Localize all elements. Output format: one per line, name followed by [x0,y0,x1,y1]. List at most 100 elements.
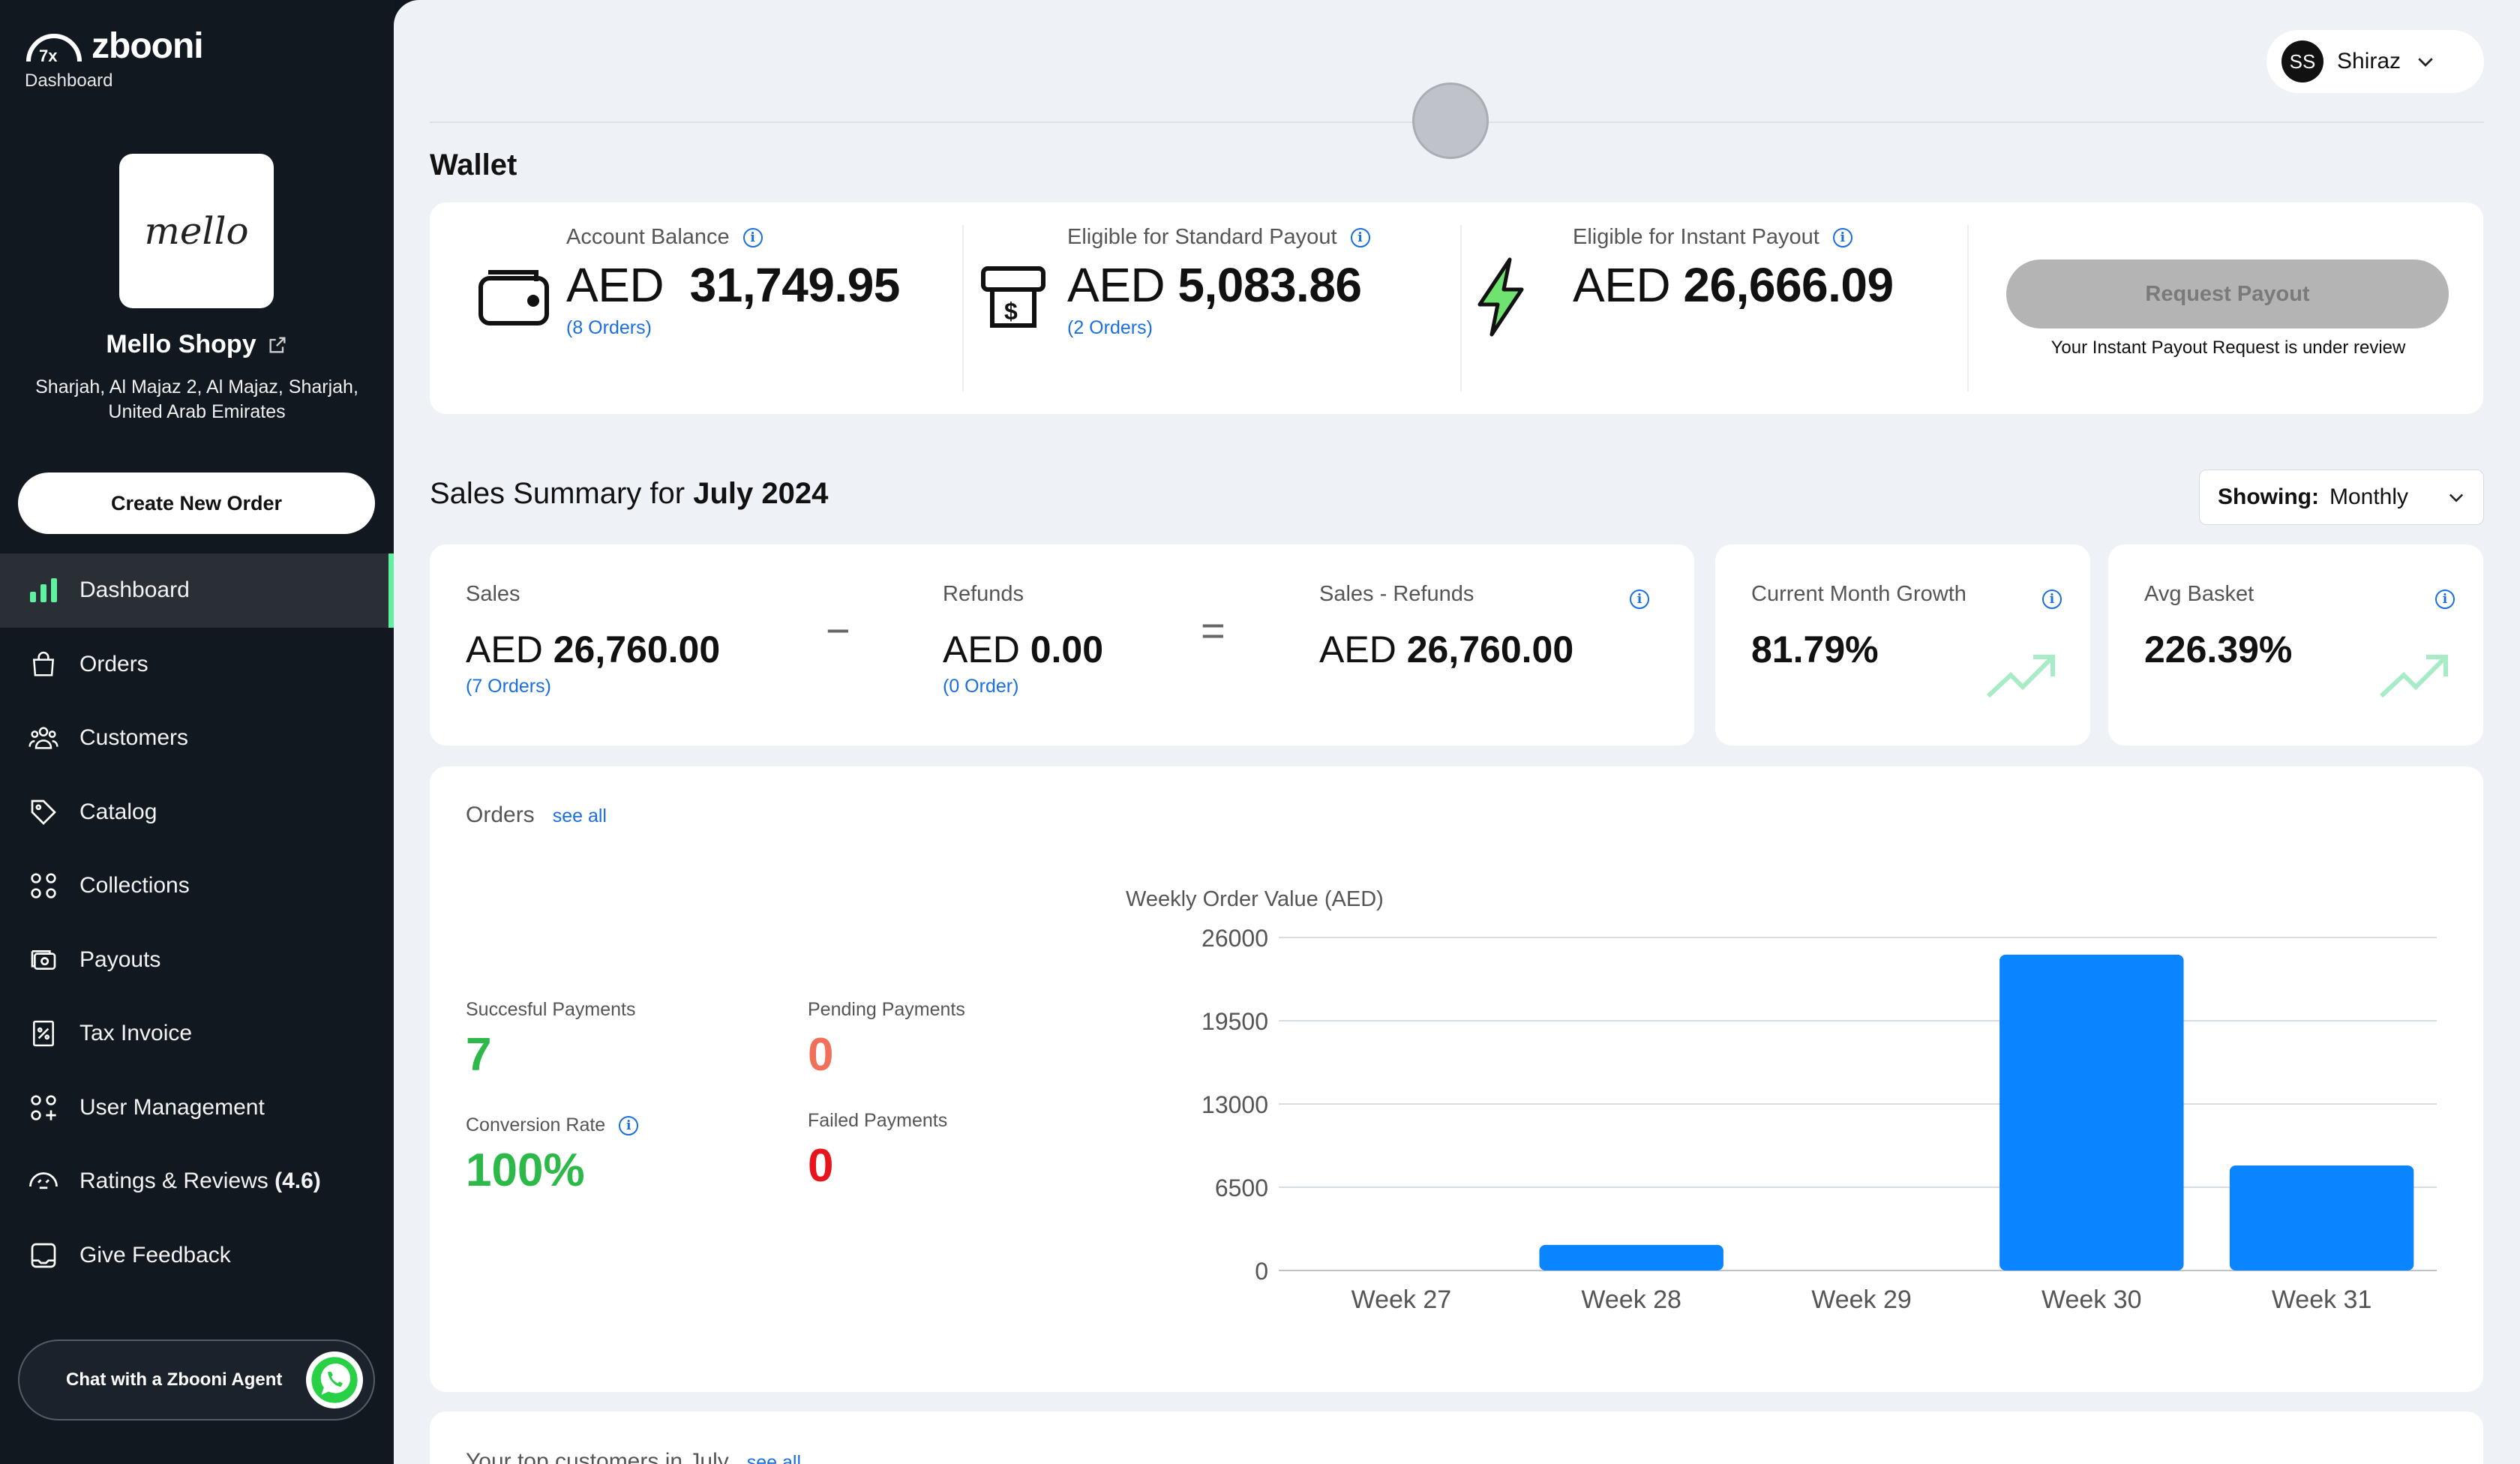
standard-payout: Eligible for Standard Payout i AED 5,083.… [1067,225,1370,392]
store-address: Sharjah, Al Majaz 2, Al Majaz, Sharjah, … [35,376,358,422]
sidebar-item-catalog[interactable]: Catalog [0,776,394,850]
y-tick-label: 19500 [1202,1008,1268,1035]
sidebar-item-label: Give Feedback [80,1242,231,1268]
sidebar-item-ratings-reviews[interactable]: Ratings & Reviews (4.6) [0,1144,394,1219]
sidebar-item-label: Ratings & Reviews (4.6) [80,1168,321,1194]
cursor-indicator [1412,82,1489,159]
brand-logo[interactable]: 7x zbooni [24,26,204,67]
store-avatar: mello [119,154,274,308]
failed-payments: Failed Payments 0 [808,1110,947,1192]
avg-basket-value: 226.39% [2144,628,2293,670]
refunds-label: Refunds [943,582,1024,606]
sidebar-item-tax-invoice[interactable]: Tax Invoice [0,997,394,1071]
chart-x-axis: Week 27 Week 28 Week 29 Week 30 Week 31 [1352,1286,2372,1314]
sidebar-item-label: Payouts [80,946,161,972]
failed-payments-value: 0 [808,1140,834,1192]
info-icon[interactable]: i [1350,227,1370,248]
feedback-icon [27,1239,60,1272]
top-customers-see-all-link[interactable]: see all [746,1452,801,1464]
sidebar-item-orders[interactable]: Orders [0,628,394,702]
avatar: SS [2282,40,2324,82]
info-icon[interactable]: i [1832,227,1852,248]
divider [1460,225,1462,392]
net-sales: Sales - Refunds AED 26,760.00 [1319,582,1574,671]
standard-payout-amount: 5,083.86 [1178,258,1362,312]
svg-text:7x: 7x [39,46,58,64]
chart-y-axis: 0 6500 13000 19500 26000 [1202,925,1268,1285]
sales-total: Sales AED 26,760.00 (7 Orders) [466,582,720,698]
y-tick-label: 0 [1255,1258,1268,1285]
orders-see-all-link[interactable]: see all [552,806,607,826]
wallet-icon [478,270,549,326]
pending-payments-label: Pending Payments [808,999,965,1020]
chevron-down-icon [2449,494,2464,502]
chart-bar[interactable] [2000,954,2184,1270]
period-select-label: Showing: [2218,484,2319,509]
info-icon[interactable]: i [742,227,763,248]
info-icon[interactable]: i [619,1115,639,1136]
sidebar-item-label: User Management [80,1094,265,1120]
info-icon[interactable]: i [1630,590,1649,609]
refunds-currency: AED [943,628,1020,670]
info-icon[interactable]: i [2042,590,2062,609]
growth-label: Current Month Growth [1751,582,1966,606]
sales-summary-period: July 2024 [693,477,829,510]
account-balance-orders-link[interactable]: (8 Orders) [566,317,652,338]
growth-card: Current Month Growth 81.79% i [1715,544,2090,746]
sidebar-item-user-management[interactable]: User Management [0,1071,394,1145]
conversion-rate-value: 100% [466,1144,585,1196]
payout-icon [27,944,60,976]
sidebar-item-payouts[interactable]: Payouts [0,923,394,998]
avg-basket-label: Avg Basket [2144,582,2254,606]
user-name: Shiraz [2337,49,2402,74]
orders-header: Orders see all [466,802,607,828]
users-icon [27,722,60,754]
external-link-icon[interactable] [267,334,288,356]
instant-payout-label: Eligible for Instant Payout [1573,225,1820,249]
sidebar-item-label: Orders [80,651,148,676]
sidebar-item-label: Catalog [80,799,158,824]
growth-value: 81.79% [1751,628,1879,670]
create-new-order-button[interactable]: Create New Order [18,472,375,534]
sidebar-item-dashboard[interactable]: Dashboard [0,554,394,628]
chat-with-agent-button[interactable]: Chat with a Zbooni Agent [18,1340,375,1420]
sidebar-nav: Dashboard Orders Customers Catalog [0,554,394,1292]
top-customers-header: Your top customers in July see all [466,1449,801,1464]
sales-amount: 26,760.00 [553,628,721,670]
grid-icon [27,869,60,902]
chart-bar[interactable] [2229,1165,2414,1270]
standard-payout-orders-link[interactable]: (2 Orders) [1067,317,1153,338]
store-name-row[interactable]: Mello Shopy [0,330,394,359]
sidebar-item-label: Tax Invoice [80,1021,193,1046]
failed-payments-label: Failed Payments [808,1110,948,1131]
period-select[interactable]: Showing: Monthly [2199,470,2484,525]
minus-operator: − [826,607,850,654]
sidebar-item-collections[interactable]: Collections [0,849,394,923]
pending-payments: Pending Payments 0 [808,999,965,1082]
request-payout-button[interactable]: Request Payout [2006,260,2449,328]
store-name: Mello Shopy [106,330,256,358]
brand-name: zbooni [92,26,204,66]
sidebar-item-label: Collections [80,873,190,898]
zbooni-logo-icon: 7x [26,33,82,64]
payout-status-note: Your Instant Payout Request is under rev… [2050,338,2406,358]
refunds-total: Refunds AED 0.00 (0 Order) [943,582,1103,698]
refunds-orders-link[interactable]: (0 Order) [943,676,1019,697]
trend-up-icon [1986,655,2055,698]
instant-payout-currency: AED [1573,258,1671,312]
chart-bar[interactable] [1539,1244,1724,1270]
user-menu[interactable]: SS Shiraz [2266,30,2484,93]
sidebar-item-customers[interactable]: Customers [0,701,394,776]
orders-card: Orders see all Succesful Payments 7 Pend… [430,766,2483,1392]
shopping-bag-icon [27,648,60,681]
info-icon[interactable]: i [2435,590,2455,609]
conversion-rate-label: Conversion Rate [466,1114,606,1136]
sidebar-item-give-feedback[interactable]: Give Feedback [0,1219,394,1293]
successful-payments-label: Succesful Payments [466,999,636,1020]
x-tick-label: Week 29 [1811,1286,1912,1314]
sales-orders-link[interactable]: (7 Orders) [466,676,551,697]
chat-label: Chat with a Zbooni Agent [66,1370,283,1390]
account-balance-currency: AED [566,258,664,312]
x-tick-label: Week 31 [2272,1286,2372,1314]
